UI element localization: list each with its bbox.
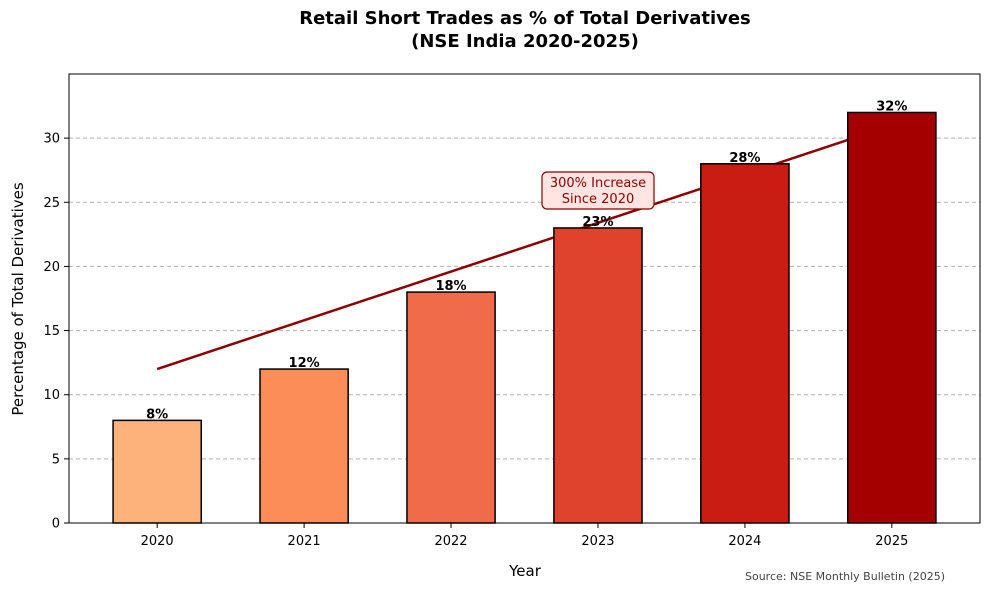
y-tick-label: 15 <box>43 324 60 339</box>
x-axis-label: Year <box>508 562 542 580</box>
y-tick-label: 25 <box>43 196 60 211</box>
data-label-2020: 8% <box>146 407 168 422</box>
source-note: Source: NSE Monthly Bulletin (2025) <box>745 570 945 583</box>
x-tick-label: 2022 <box>434 534 467 549</box>
x-axis-ticks: 2020 2021 2022 2023 2024 2025 <box>141 523 908 549</box>
annotation: 300% Increase Since 2020 <box>541 171 655 210</box>
data-label-2022: 18% <box>435 279 466 294</box>
y-tick-label: 30 <box>43 132 60 147</box>
annotation-line2: Since 2020 <box>562 192 634 207</box>
bars <box>112 111 937 524</box>
data-label-2025: 32% <box>876 99 907 114</box>
y-axis-ticks: 0 5 10 15 20 25 30 <box>43 132 69 532</box>
data-label-2021: 12% <box>289 356 320 371</box>
bar-2022 <box>406 291 496 524</box>
chart-title-line2: (NSE India 2020-2025) <box>411 31 639 52</box>
bar-2024 <box>700 163 790 524</box>
x-tick-label: 2023 <box>581 534 614 549</box>
plot-frame <box>68 73 981 524</box>
bar-2025 <box>847 111 937 524</box>
bar-2021 <box>259 368 349 524</box>
data-label-2023: 23% <box>582 215 613 230</box>
chart-title-line1: Retail Short Trades as % of Total Deriva… <box>299 8 751 29</box>
x-tick-label: 2020 <box>141 534 174 549</box>
x-tick-label: 2025 <box>875 534 908 549</box>
x-tick-label: 2024 <box>728 534 761 549</box>
data-labels: 8% 12% 18% 23% 28% 32% <box>146 99 907 422</box>
y-tick-label: 5 <box>52 452 60 467</box>
bar-2023 <box>553 227 643 524</box>
grid-lines <box>69 137 980 460</box>
x-tick-label: 2021 <box>288 534 321 549</box>
y-tick-label: 0 <box>52 517 60 532</box>
y-tick-label: 10 <box>43 388 60 403</box>
data-label-2024: 28% <box>729 151 760 166</box>
y-tick-label: 20 <box>43 260 60 275</box>
bar-2020 <box>112 419 202 524</box>
annotation-box <box>541 171 655 210</box>
annotation-line1: 300% Increase <box>550 176 646 191</box>
y-axis-label: Percentage of Total Derivatives <box>9 182 27 416</box>
